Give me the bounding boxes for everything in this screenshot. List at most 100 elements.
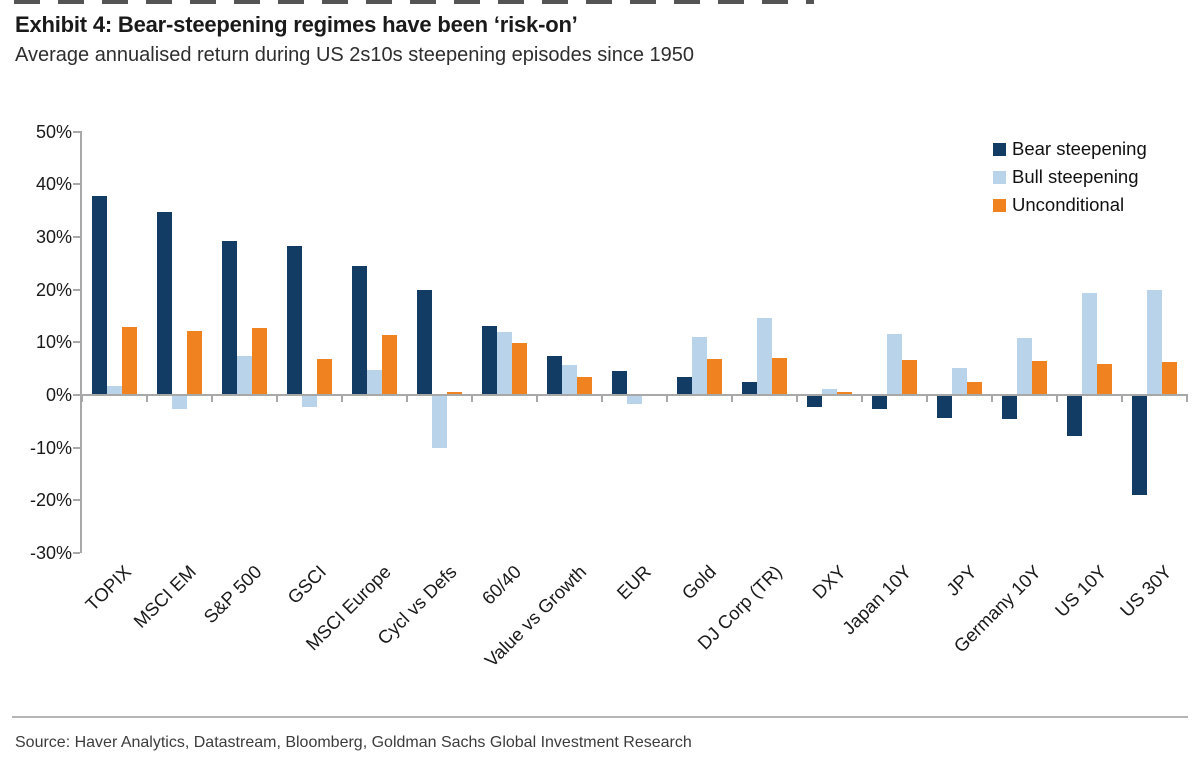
bar-unconditional (837, 391, 852, 394)
bar-bull-steepening (822, 388, 837, 394)
y-tick-label: 20% (35, 279, 72, 300)
bar-chart: Bear steepening Bull steepening Unconditio… (29, 121, 1188, 671)
legend-row: Bull steepening (993, 166, 1147, 188)
legend-label: Unconditional (1012, 194, 1125, 215)
bar-unconditional (1032, 361, 1047, 394)
bar-bear-steepening (1067, 396, 1082, 436)
bar-bull-steepening (757, 317, 772, 394)
y-tick-label: -10% (29, 437, 72, 458)
y-tick-label: -30% (29, 543, 72, 564)
bar-bear-steepening (1132, 396, 1147, 496)
bar-bear-steepening (157, 211, 172, 394)
legend-swatch (993, 170, 1006, 184)
x-category-label-text: S&P 500 (199, 561, 266, 628)
bar-bull-steepening (497, 332, 512, 394)
x-category-label-text: EUR (612, 561, 656, 604)
bar-bull-steepening (1017, 338, 1032, 394)
footer-divider (12, 716, 1188, 718)
legend-swatch (993, 142, 1006, 156)
legend-label: Bear steepening (1012, 138, 1147, 159)
bar-unconditional (512, 343, 527, 394)
x-axis-tick (666, 396, 668, 402)
x-axis-tick (1121, 396, 1123, 402)
x-axis-tick (991, 396, 993, 402)
y-axis-tick (73, 394, 80, 396)
y-tick-label: -20% (29, 490, 72, 511)
bar-bull-steepening (432, 396, 447, 448)
bar-bear-steepening (742, 381, 757, 394)
bar-bear-steepening (677, 377, 692, 394)
x-category-label-text: Japan 10Y (837, 561, 916, 639)
bar-bull-steepening (692, 337, 707, 394)
bar-bull-steepening (367, 370, 382, 394)
bar-unconditional (577, 376, 592, 394)
x-category-label-text: 60/40 (477, 561, 526, 609)
x-axis-tick (146, 396, 148, 402)
bar-bull-steepening (302, 396, 317, 407)
x-axis-tick (276, 396, 278, 402)
bar-bear-steepening (482, 326, 497, 394)
x-axis-tick (731, 396, 733, 402)
y-tick-label: 50% (35, 121, 72, 142)
bar-unconditional (902, 360, 917, 394)
bar-bull-steepening (887, 334, 902, 394)
exhibit-subtitle: Average annualised return during US 2s10… (15, 44, 694, 66)
x-category-label-text: JPY (941, 561, 981, 600)
bar-bear-steepening (1002, 396, 1017, 419)
x-axis-tick (1056, 396, 1058, 402)
bar-bear-steepening (417, 289, 432, 394)
bar-bull-steepening (237, 355, 252, 394)
x-axis-tick (601, 396, 603, 402)
exhibit-title: Exhibit 4: Bear-steepening regimes have … (15, 12, 578, 37)
x-category-label-text: Gold (677, 561, 721, 604)
bar-bull-steepening (107, 386, 122, 394)
x-axis-tick (81, 396, 83, 402)
x-axis-baseline (80, 394, 1188, 396)
bar-unconditional (187, 330, 202, 394)
x-axis-tick (406, 396, 408, 402)
x-category-label-text: US 10Y (1050, 561, 1111, 621)
bar-unconditional (1097, 364, 1112, 394)
y-axis-tick (73, 446, 80, 449)
x-axis-tick (1186, 396, 1188, 402)
crop-artifact (14, 0, 814, 4)
y-axis-tick (73, 499, 80, 502)
bar-unconditional (382, 334, 397, 394)
y-tick-label: 40% (35, 174, 72, 195)
x-category-label-text: DXY (808, 561, 851, 603)
x-axis-tick (341, 396, 343, 402)
bar-bear-steepening (612, 371, 627, 394)
x-category-label-text: US 30Y (1115, 561, 1176, 621)
legend-label: Bull steepening (1012, 166, 1139, 187)
y-tick-label: 10% (35, 332, 72, 353)
bar-unconditional (1162, 362, 1177, 394)
source-note: Source: Haver Analytics, Datastream, Blo… (15, 734, 692, 751)
bar-unconditional (317, 358, 332, 394)
y-axis-tick (73, 288, 80, 291)
bar-bear-steepening (872, 396, 887, 410)
bar-unconditional (252, 328, 267, 394)
bar-bear-steepening (287, 246, 302, 394)
y-tick-label: 0% (45, 385, 72, 405)
y-axis-tick (73, 341, 80, 344)
x-category-label-text: MSCI EM (129, 561, 201, 632)
bar-unconditional (967, 381, 982, 394)
bar-bull-steepening (952, 367, 967, 394)
bar-unconditional (707, 359, 722, 394)
chart-legend: Bear steepening Bull steepening Unconditio… (993, 138, 1147, 222)
y-axis-tick (73, 183, 80, 186)
bar-bear-steepening (92, 195, 107, 394)
bar-bear-steepening (547, 355, 562, 394)
x-axis-tick (926, 396, 928, 402)
x-axis-tick (471, 396, 473, 402)
x-axis-tick (796, 396, 798, 402)
x-axis-tick (536, 396, 538, 402)
bar-bull-steepening (172, 396, 187, 410)
x-axis-tick (211, 396, 213, 402)
x-category-label-text: GSCI (283, 561, 331, 608)
y-tick-label: 30% (35, 226, 72, 247)
y-axis-tick (73, 130, 80, 133)
y-axis-line (80, 131, 82, 553)
bar-bear-steepening (937, 396, 952, 419)
